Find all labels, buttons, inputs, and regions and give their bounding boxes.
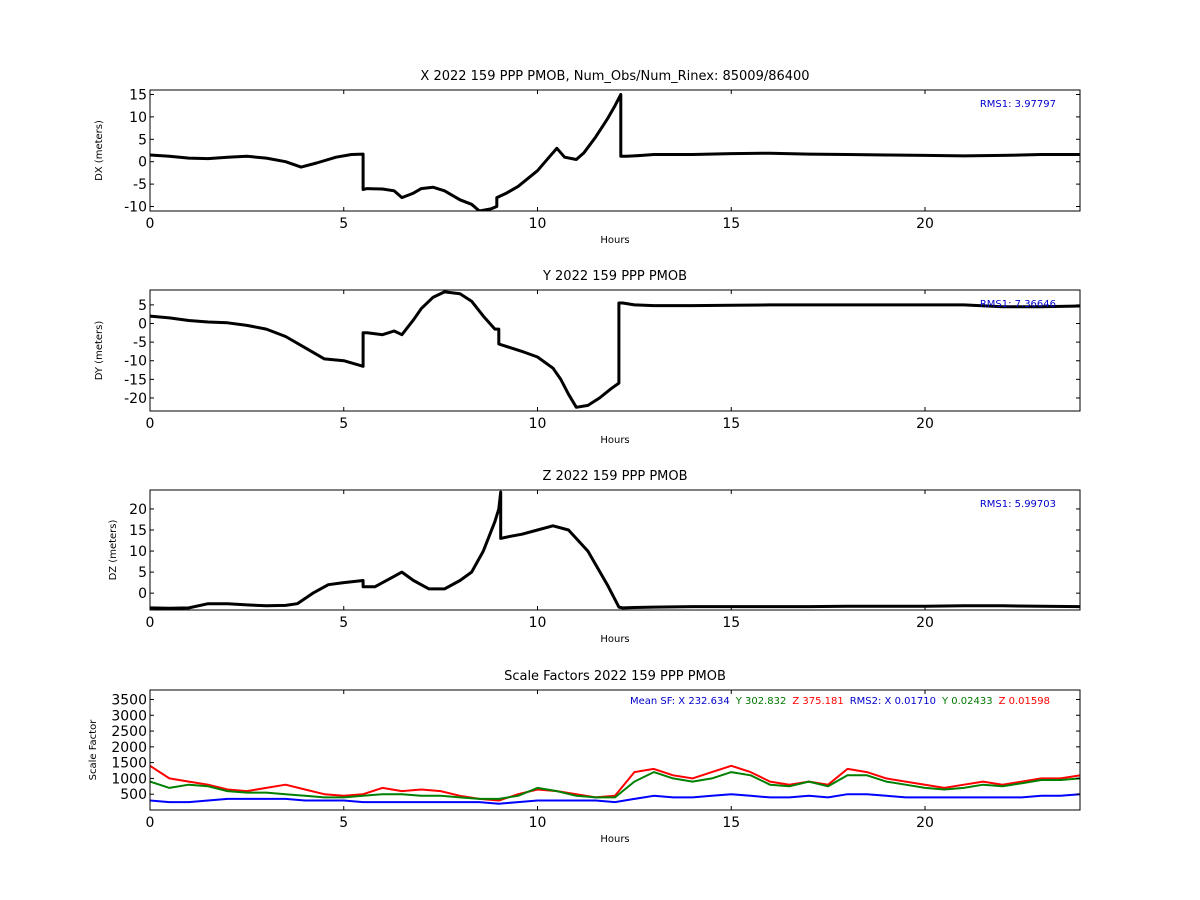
x-tick-label: 0 xyxy=(146,615,155,631)
y-tick-label: 10 xyxy=(129,544,147,560)
rms-annotation: RMS1: 7.36646 xyxy=(980,299,1056,310)
axes-frame xyxy=(149,289,1081,412)
x-tick-label: 5 xyxy=(339,216,348,232)
rms-annotation: RMS1: 5.99703 xyxy=(980,499,1056,510)
y-tick-label: -10 xyxy=(124,354,147,370)
axes-frame xyxy=(149,489,1081,611)
y-axis-label: Scale Factor xyxy=(88,719,99,781)
x-tick-label: 5 xyxy=(339,615,348,631)
x-tick-label: 0 xyxy=(146,216,155,232)
legend-entry: Y 0.02433 xyxy=(941,696,993,707)
y-tick-label: 5 xyxy=(138,132,147,148)
x-tick-label: 0 xyxy=(146,416,155,432)
x-tick-label: 5 xyxy=(339,416,348,432)
y-tick-label: -5 xyxy=(133,335,147,351)
y-tick-label: 3500 xyxy=(111,692,147,708)
chart-title: Scale Factors 2022 159 PPP PMOB xyxy=(504,669,726,684)
axes-frame xyxy=(149,89,1081,212)
y-tick-label: 0 xyxy=(138,317,147,333)
y-tick-label: 0 xyxy=(138,586,147,602)
y-tick-label: 15 xyxy=(129,87,147,103)
y-tick-label: 20 xyxy=(129,502,147,518)
y-axis-label: DX (meters) xyxy=(94,120,105,181)
y-tick-label: 3000 xyxy=(111,708,147,724)
y-tick-label: -5 xyxy=(133,177,147,193)
axes-frame xyxy=(149,689,1081,811)
scale-factor-legend: Mean SF: X 232.634 Y 302.832 Z 375.181 RMS2… xyxy=(630,696,1050,707)
y-axis-label: DZ (meters) xyxy=(108,519,119,580)
series-line-1 xyxy=(150,771,1080,800)
x-tick-label: 15 xyxy=(722,815,740,831)
x-tick-label: 20 xyxy=(916,416,934,432)
y-tick-label: -15 xyxy=(124,372,147,388)
chart-panel-2: Z 2022 159 PPP PMOB 0 5 10 15 20 0 5 10 15 20 Hours… xyxy=(108,469,1081,645)
x-tick-label: 15 xyxy=(722,416,740,432)
y-tick-label: 10 xyxy=(129,110,147,126)
series-line-2 xyxy=(150,793,1080,805)
x-tick-label: 20 xyxy=(916,815,934,831)
legend-entry: Z 375.181 xyxy=(792,696,843,707)
legend-entry: Z 0.01598 xyxy=(999,696,1050,707)
y-tick-label: 1000 xyxy=(111,771,147,787)
x-axis-label: Hours xyxy=(600,834,629,845)
chart-panel-3: Scale Factors 2022 159 PPP PMOB 0 5 10 15 20 5… xyxy=(88,669,1081,845)
x-tick-label: 10 xyxy=(529,815,547,831)
y-tick-label: 500 xyxy=(120,787,147,803)
x-axis-label: Hours xyxy=(600,634,629,645)
rms-annotation: RMS1: 3.97797 xyxy=(980,99,1056,110)
y-tick-label: 5 xyxy=(138,565,147,581)
x-tick-label: 15 xyxy=(722,615,740,631)
y-tick-label: -10 xyxy=(124,200,147,216)
y-tick-label: -20 xyxy=(124,391,147,407)
legend-entry: RMS2: X 0.01710 xyxy=(850,696,936,707)
y-tick-label: 5 xyxy=(138,298,147,314)
x-axis-label: Hours xyxy=(600,235,629,246)
series-line-0 xyxy=(150,490,1080,610)
x-tick-label: 15 xyxy=(722,216,740,232)
x-tick-label: 10 xyxy=(529,615,547,631)
x-tick-label: 5 xyxy=(339,815,348,831)
y-tick-label: 0 xyxy=(138,155,147,171)
x-tick-label: 0 xyxy=(146,815,155,831)
x-axis-label: Hours xyxy=(600,435,629,446)
y-tick-label: 2000 xyxy=(111,740,147,756)
y-tick-label: 15 xyxy=(129,523,147,539)
x-tick-label: 10 xyxy=(529,216,547,232)
chart-panel-1: Y 2022 159 PPP PMOB 0 5 10 15 20 -20 -15 -10 -5 0 5… xyxy=(94,269,1081,446)
series-line-0 xyxy=(150,764,1080,802)
y-tick-label: 1500 xyxy=(111,756,147,772)
x-tick-label: 20 xyxy=(916,615,934,631)
legend-entry: Mean SF: X 232.634 xyxy=(630,696,730,707)
chart-panel-0: X 2022 159 PPP PMOB, Num_Obs/Num_Rinex: … xyxy=(94,69,1081,246)
x-tick-label: 20 xyxy=(916,216,934,232)
x-tick-label: 10 xyxy=(529,416,547,432)
chart-title: Y 2022 159 PPP PMOB xyxy=(542,269,687,284)
y-tick-label: 2500 xyxy=(111,724,147,740)
series-line-0 xyxy=(150,290,1080,409)
legend-entry: Y 302.832 xyxy=(735,696,787,707)
series-line-0 xyxy=(150,93,1080,211)
y-axis-label: DY (meters) xyxy=(94,321,105,381)
chart-title: X 2022 159 PPP PMOB, Num_Obs/Num_Rinex: … xyxy=(420,69,809,84)
chart-title: Z 2022 159 PPP PMOB xyxy=(542,469,687,484)
